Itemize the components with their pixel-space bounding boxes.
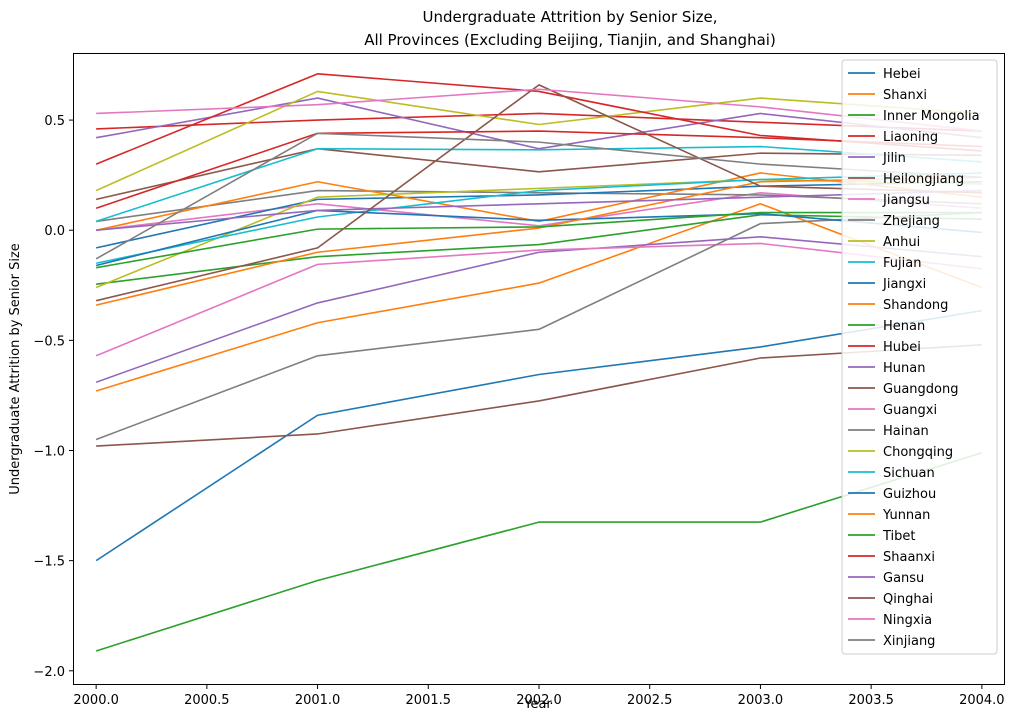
series-line-guangxi xyxy=(95,242,982,357)
x-tick-label: 2002.5 xyxy=(627,693,673,708)
legend-label: Shandong xyxy=(883,298,948,313)
series-line-guangdong xyxy=(96,343,982,447)
legend-label: Hebei xyxy=(883,67,921,82)
legend-label: Guangdong xyxy=(883,382,958,397)
legend-label: Heilongjiang xyxy=(883,172,964,187)
legend: Hebei Shanxi Inner Mongolia Liaoning Jilin He… xyxy=(841,59,998,655)
x-tick-label: 2004.0 xyxy=(959,693,1005,708)
legend-label: Fujian xyxy=(883,256,921,271)
legend-label: Shanxi xyxy=(883,88,927,103)
series-line-tibet xyxy=(96,211,982,269)
y-tick-label: −1.5 xyxy=(33,555,65,570)
legend-label: Yunnan xyxy=(882,508,930,523)
x-axis: 2000.0 2000.5 2001.0 2001.5 2002.0 2002.5 2003… xyxy=(73,684,1005,708)
legend-label: Hubei xyxy=(883,340,921,355)
series-line-hunan xyxy=(95,236,982,383)
chart-title: Undergraduate Attrition by Senior Size, … xyxy=(364,8,776,49)
legend-label: Tibet xyxy=(882,529,916,544)
series-line-xinjiang xyxy=(95,132,982,260)
legend-label: Ningxia xyxy=(883,613,932,628)
y-tick-label: −2.0 xyxy=(33,665,65,680)
y-tick-label: −1.0 xyxy=(33,445,65,460)
series-line-shaanxi xyxy=(95,73,982,165)
legend-label: Jilin xyxy=(882,151,906,166)
legend-label: Guizhou xyxy=(883,487,936,502)
series-line-heilongjiang xyxy=(95,147,982,201)
series-line-anhui xyxy=(95,90,982,192)
x-tick-label: 2001.0 xyxy=(295,693,341,708)
legend-label: Qinghai xyxy=(883,592,933,607)
y-tick-label: 0.5 xyxy=(44,114,65,129)
series-line-zhejiang xyxy=(96,189,982,223)
legend-label: Liaoning xyxy=(883,130,938,145)
series-line-shanxi xyxy=(95,202,983,392)
legend-label: Jiangsu xyxy=(882,193,930,208)
y-axis-title: Undergraduate Attrition by Senior Size xyxy=(8,243,23,495)
x-tick-label: 2002.0 xyxy=(516,693,562,708)
series-line-jilin xyxy=(96,97,982,150)
legend-box xyxy=(841,59,998,655)
series-line-inner-mongolia xyxy=(95,451,983,652)
chart-title-line-1: Undergraduate Attrition by Senior Size, xyxy=(423,8,718,26)
legend-label: Hainan xyxy=(883,424,929,439)
legend-label: Anhui xyxy=(883,235,920,250)
legend-label: Gansu xyxy=(883,571,924,586)
series-line-qinghai xyxy=(95,84,982,302)
series-line-gansu xyxy=(96,189,982,232)
legend-label: Zhejiang xyxy=(883,214,940,229)
legend-label: Chongqing xyxy=(883,445,953,460)
y-axis: −2.0 −1.5 −1.0 −0.5 0.0 0.5 xyxy=(33,114,74,680)
series-line-liaoning xyxy=(96,112,982,132)
x-tick-label: 2003.5 xyxy=(848,693,894,708)
x-tick-label: 2000.0 xyxy=(73,693,119,708)
chart-title-line-2: All Provinces (Excluding Beijing, Tianji… xyxy=(364,31,776,49)
legend-label: Henan xyxy=(883,319,925,334)
series-line-ningxia xyxy=(96,88,982,132)
x-tick-label: 2000.5 xyxy=(184,693,230,708)
series-line-hebei xyxy=(95,309,982,562)
legend-label: Shaanxi xyxy=(883,550,935,565)
legend-label: Xinjiang xyxy=(883,634,935,649)
legend-label: Hunan xyxy=(883,361,925,376)
y-tick-label: 0.0 xyxy=(44,224,65,239)
x-tick-label: 2003.0 xyxy=(738,693,784,708)
series-line-sichuan xyxy=(95,172,982,265)
x-axis-title: Year xyxy=(523,697,552,712)
legend-label: Inner Mongolia xyxy=(883,109,980,124)
y-tick-label: −0.5 xyxy=(33,334,65,349)
x-tick-label: 2001.5 xyxy=(406,693,452,708)
series-line-fujian xyxy=(95,145,982,223)
series-line-jiangxi xyxy=(95,180,982,249)
legend-label: Sichuan xyxy=(883,466,935,481)
series-line-yunnan xyxy=(95,176,982,306)
series-layer xyxy=(95,73,983,652)
legend-label: Jiangxi xyxy=(882,277,926,292)
legend-label: Guangxi xyxy=(883,403,937,418)
series-line-guizhou xyxy=(95,209,982,267)
